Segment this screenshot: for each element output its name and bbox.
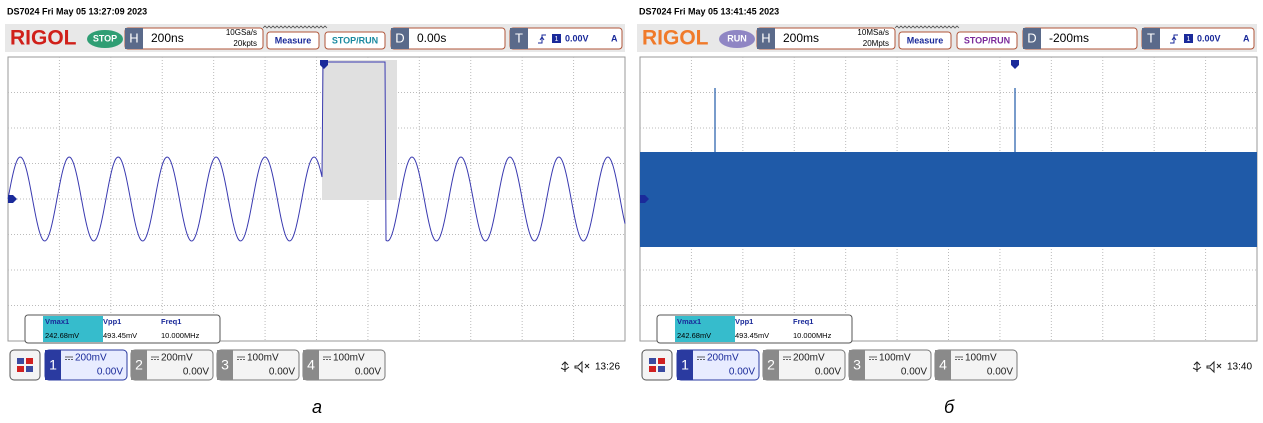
channel-number: 3 bbox=[853, 357, 861, 373]
channel-scale: 200mV bbox=[161, 353, 193, 364]
scope-panel bbox=[637, 24, 1257, 380]
measure-value: 242.68mV bbox=[45, 331, 79, 340]
channel-offset: 0.00V bbox=[269, 367, 295, 378]
speaker-icon bbox=[575, 362, 589, 372]
menu-icon-part bbox=[649, 358, 656, 364]
channel-number: 1 bbox=[681, 357, 689, 373]
trigger-channel: 1 bbox=[555, 36, 559, 43]
channel-number: 2 bbox=[135, 357, 143, 373]
status: RUN bbox=[727, 33, 747, 43]
measure-button-text: Measure bbox=[907, 35, 944, 45]
channel-number: 1 bbox=[49, 357, 57, 373]
delay-label: D bbox=[1027, 30, 1036, 45]
trigger-label: T bbox=[515, 30, 523, 45]
channel-offset: 0.00V bbox=[901, 367, 927, 378]
channel-scale: 100mV bbox=[247, 353, 279, 364]
channel-number: 2 bbox=[767, 357, 775, 373]
measure-value: 10.000MHz bbox=[161, 331, 200, 340]
channel-offset: 0.00V bbox=[729, 367, 755, 378]
delay-label: D bbox=[395, 30, 404, 45]
channel-offset: 0.00V bbox=[355, 367, 381, 378]
trigger-coupling: A bbox=[611, 33, 618, 43]
measure-name: Vmax1 bbox=[45, 317, 69, 326]
menu-icon bbox=[10, 350, 40, 380]
measure-name: Vpp1 bbox=[735, 317, 753, 326]
menu-icon bbox=[642, 350, 672, 380]
screenshots: DS7024 Fri May 05 13:27:09 2023 RIGOL STOP… bbox=[0, 0, 1263, 423]
menu-icon-part bbox=[26, 366, 33, 372]
logo: RIGOL bbox=[10, 27, 77, 50]
menu-icon-part bbox=[658, 366, 665, 372]
timebase-label: H bbox=[129, 30, 138, 45]
caption: б bbox=[944, 397, 955, 417]
measure-button-text: Measure bbox=[275, 35, 312, 45]
trigger-coupling: A bbox=[1243, 33, 1250, 43]
scope-panel bbox=[5, 24, 625, 380]
memory-depth: 20Mpts bbox=[863, 39, 889, 48]
trigger-level: 0.00V bbox=[565, 33, 589, 43]
clock: 13:40 bbox=[1227, 362, 1252, 373]
trigger-level: 0.00V bbox=[1197, 33, 1221, 43]
channel-scale: 100mV bbox=[965, 353, 997, 364]
channel-number: 4 bbox=[939, 357, 947, 373]
sample-rate: 10MSa/s bbox=[857, 28, 889, 37]
channel-scale: 200mV bbox=[75, 353, 107, 364]
channel-offset: 0.00V bbox=[815, 367, 841, 378]
timebase-label: H bbox=[761, 30, 770, 45]
measure-name: Vmax1 bbox=[677, 317, 701, 326]
speaker-icon bbox=[1207, 362, 1221, 372]
menu-icon-part bbox=[17, 366, 24, 372]
caption: а bbox=[312, 397, 322, 417]
sample-rate: 10GSa/s bbox=[226, 28, 257, 37]
timestamp: DS7024 Fri May 05 13:41:45 2023 bbox=[639, 6, 779, 16]
clock: 13:26 bbox=[595, 362, 620, 373]
channel-number: 4 bbox=[307, 357, 315, 373]
menu-icon-part bbox=[658, 358, 665, 364]
trigger-label: T bbox=[1147, 30, 1155, 45]
usb-icon bbox=[1193, 362, 1201, 372]
measure-name: Vpp1 bbox=[103, 317, 121, 326]
channel-scale: 200mV bbox=[793, 353, 825, 364]
measure-value: 493.45mV bbox=[735, 331, 769, 340]
timebase: 200ms bbox=[783, 31, 819, 45]
measure-value: 10.000MHz bbox=[793, 331, 832, 340]
channel-offset: 0.00V bbox=[183, 367, 209, 378]
measure-name: Freq1 bbox=[793, 317, 813, 326]
measure-value: 242.68mV bbox=[677, 331, 711, 340]
usb-icon bbox=[561, 362, 569, 372]
memory-depth: 20kpts bbox=[233, 39, 257, 48]
logo: RIGOL bbox=[642, 27, 709, 50]
channel-offset: 0.00V bbox=[97, 367, 123, 378]
menu-icon-part bbox=[649, 366, 656, 372]
stop-run-button-text: STOP/RUN bbox=[332, 35, 378, 45]
channel-scale: 100mV bbox=[333, 353, 365, 364]
channel-scale: 200mV bbox=[707, 353, 739, 364]
delay: -200ms bbox=[1049, 31, 1089, 45]
channel-offset: 0.00V bbox=[987, 367, 1013, 378]
menu-icon-part bbox=[26, 358, 33, 364]
menu-icon-part bbox=[17, 358, 24, 364]
trigger-channel: 1 bbox=[1187, 36, 1191, 43]
timestamp: DS7024 Fri May 05 13:27:09 2023 bbox=[7, 6, 147, 16]
status: STOP bbox=[93, 33, 117, 43]
channel-number: 3 bbox=[221, 357, 229, 373]
measure-value: 493.45mV bbox=[103, 331, 137, 340]
measure-name: Freq1 bbox=[161, 317, 181, 326]
stop-run-button-text: STOP/RUN bbox=[964, 35, 1010, 45]
channel-scale: 100mV bbox=[879, 353, 911, 364]
waveform-envelope bbox=[640, 152, 1257, 247]
timebase: 200ns bbox=[151, 31, 184, 45]
delay: 0.00s bbox=[417, 31, 446, 45]
